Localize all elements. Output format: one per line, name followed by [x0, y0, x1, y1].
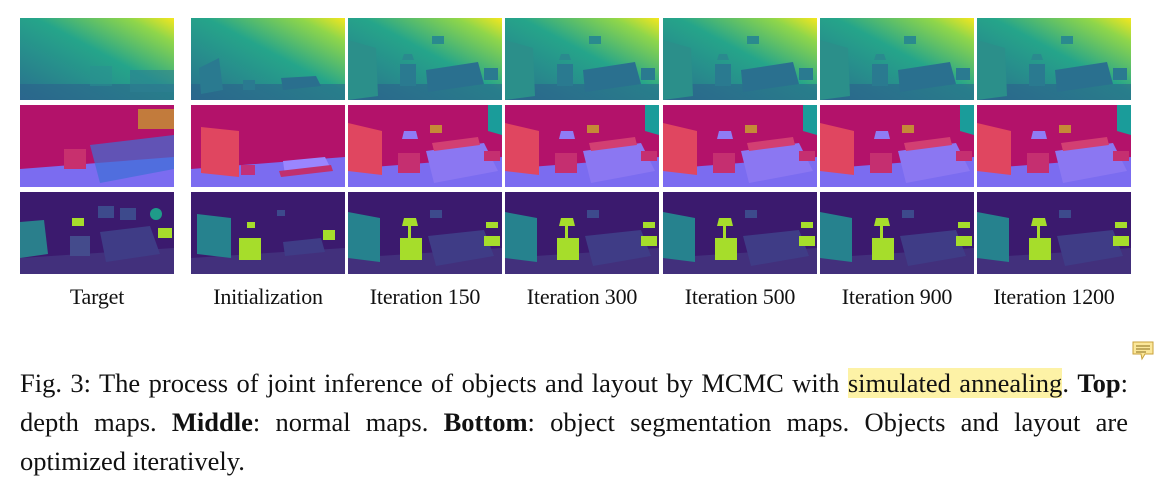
- depth-map-image: [663, 18, 817, 100]
- caption-after-highlight: .: [1062, 368, 1078, 398]
- figure-caption: Fig. 3: The process of joint inference o…: [20, 364, 1128, 481]
- depth-map-image: [20, 18, 174, 100]
- segmentation-map-image: [505, 192, 659, 274]
- depth-map-image: [505, 18, 659, 100]
- caption-bottom-text: : object segmentation maps. Objects and …: [20, 407, 1128, 476]
- normal-map-image: [348, 105, 502, 187]
- column-label: Iteration 300: [526, 284, 638, 309]
- segmentation-map-image: [820, 192, 974, 274]
- normal-map-image: [20, 105, 174, 187]
- comment-note-icon[interactable]: [1131, 341, 1155, 361]
- caption-middle-text: : normal maps.: [252, 407, 444, 437]
- highlighted-text[interactable]: simulated annealing: [847, 368, 1063, 398]
- caption-middle-label: Middle: [171, 407, 253, 437]
- normal-map-image: [977, 105, 1131, 187]
- normal-map-image: [191, 105, 345, 187]
- figure-grid: Target Initialization Iteration 150 Iterati…: [20, 18, 1131, 309]
- caption-top-label: Top: [1077, 368, 1121, 398]
- depth-map-image: [191, 18, 345, 100]
- segmentation-map-image: [191, 192, 345, 274]
- segmentation-map-image: [20, 192, 174, 274]
- normal-map-image: [663, 105, 817, 187]
- column-label: Target: [69, 284, 125, 309]
- column-label: Iteration 500: [684, 284, 796, 309]
- caption-prefix: Fig. 3: The process of joint inference o…: [20, 368, 848, 398]
- caption-top-text: : depth maps.: [20, 368, 1128, 437]
- depth-map-image: [820, 18, 974, 100]
- depth-map-image: [977, 18, 1131, 100]
- column-label: Iteration 1200: [993, 284, 1115, 309]
- normal-map-image: [820, 105, 974, 187]
- normal-map-image: [505, 105, 659, 187]
- segmentation-map-image: [977, 192, 1131, 274]
- depth-map-image: [348, 18, 502, 100]
- segmentation-map-image: [663, 192, 817, 274]
- segmentation-map-image: [348, 192, 502, 274]
- caption-bottom-label: Bottom: [443, 407, 528, 437]
- column-label: Iteration 900: [841, 284, 953, 309]
- column-label: Initialization: [213, 284, 323, 309]
- column-label: Iteration 150: [369, 284, 481, 309]
